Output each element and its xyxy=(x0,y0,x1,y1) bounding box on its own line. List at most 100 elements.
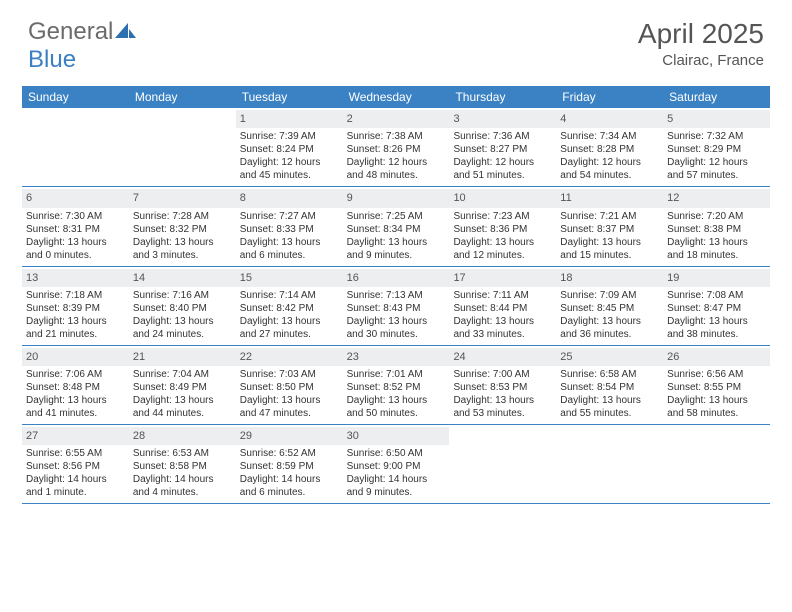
sunrise-line: Sunrise: 7:28 AM xyxy=(133,210,232,223)
brand-part2: Blue xyxy=(28,46,76,73)
day-cell: 4Sunrise: 7:34 AMSunset: 8:28 PMDaylight… xyxy=(556,108,663,186)
sunrise-line: Sunrise: 7:14 AM xyxy=(240,289,339,302)
daylight-line: Daylight: 13 hours and 36 minutes. xyxy=(560,315,659,341)
daylight-line: Daylight: 13 hours and 21 minutes. xyxy=(26,315,125,341)
day-header-row: SundayMondayTuesdayWednesdayThursdayFrid… xyxy=(22,86,770,108)
day-number: 15 xyxy=(236,269,343,287)
brand-sail-icon xyxy=(115,18,137,45)
sunrise-line: Sunrise: 6:58 AM xyxy=(560,368,659,381)
sunrise-line: Sunrise: 6:55 AM xyxy=(26,447,125,460)
sunset-line: Sunset: 8:27 PM xyxy=(453,143,552,156)
daylight-line: Daylight: 13 hours and 27 minutes. xyxy=(240,315,339,341)
day-header-wednesday: Wednesday xyxy=(343,86,450,108)
day-cell: 29Sunrise: 6:52 AMSunset: 8:59 PMDayligh… xyxy=(236,425,343,503)
day-number: 13 xyxy=(22,269,129,287)
sunset-line: Sunset: 8:42 PM xyxy=(240,302,339,315)
sunset-line: Sunset: 8:44 PM xyxy=(453,302,552,315)
day-number: 28 xyxy=(129,427,236,445)
calendar: SundayMondayTuesdayWednesdayThursdayFrid… xyxy=(22,86,770,504)
daylight-line: Daylight: 14 hours and 1 minute. xyxy=(26,473,125,499)
day-cell: 10Sunrise: 7:23 AMSunset: 8:36 PMDayligh… xyxy=(449,187,556,265)
day-number: 6 xyxy=(22,189,129,207)
header: GeneralBlue April 2025 Clairac, France xyxy=(0,0,792,82)
sunset-line: Sunset: 8:56 PM xyxy=(26,460,125,473)
sunrise-line: Sunrise: 7:39 AM xyxy=(240,130,339,143)
day-cell: 25Sunrise: 6:58 AMSunset: 8:54 PMDayligh… xyxy=(556,346,663,424)
sunset-line: Sunset: 8:54 PM xyxy=(560,381,659,394)
daylight-line: Daylight: 13 hours and 47 minutes. xyxy=(240,394,339,420)
daylight-line: Daylight: 13 hours and 30 minutes. xyxy=(347,315,446,341)
day-number: 2 xyxy=(343,110,450,128)
day-cell: 3Sunrise: 7:36 AMSunset: 8:27 PMDaylight… xyxy=(449,108,556,186)
brand-logo: GeneralBlue xyxy=(28,18,137,74)
day-number: 5 xyxy=(663,110,770,128)
day-number: 17 xyxy=(449,269,556,287)
day-cell: 14Sunrise: 7:16 AMSunset: 8:40 PMDayligh… xyxy=(129,267,236,345)
day-header-sunday: Sunday xyxy=(22,86,129,108)
empty-cell xyxy=(449,425,556,503)
daylight-line: Daylight: 13 hours and 24 minutes. xyxy=(133,315,232,341)
day-number: 4 xyxy=(556,110,663,128)
day-number: 9 xyxy=(343,189,450,207)
day-header-tuesday: Tuesday xyxy=(236,86,343,108)
sunrise-line: Sunrise: 7:11 AM xyxy=(453,289,552,302)
day-cell: 7Sunrise: 7:28 AMSunset: 8:32 PMDaylight… xyxy=(129,187,236,265)
sunset-line: Sunset: 8:34 PM xyxy=(347,223,446,236)
daylight-line: Daylight: 13 hours and 0 minutes. xyxy=(26,236,125,262)
sunset-line: Sunset: 8:43 PM xyxy=(347,302,446,315)
day-number: 14 xyxy=(129,269,236,287)
daylight-line: Daylight: 14 hours and 4 minutes. xyxy=(133,473,232,499)
weeks-container: 1Sunrise: 7:39 AMSunset: 8:24 PMDaylight… xyxy=(22,108,770,504)
daylight-line: Daylight: 14 hours and 6 minutes. xyxy=(240,473,339,499)
sunrise-line: Sunrise: 7:18 AM xyxy=(26,289,125,302)
sunset-line: Sunset: 8:26 PM xyxy=(347,143,446,156)
day-cell: 12Sunrise: 7:20 AMSunset: 8:38 PMDayligh… xyxy=(663,187,770,265)
day-cell: 19Sunrise: 7:08 AMSunset: 8:47 PMDayligh… xyxy=(663,267,770,345)
sunset-line: Sunset: 8:55 PM xyxy=(667,381,766,394)
sunset-line: Sunset: 8:48 PM xyxy=(26,381,125,394)
day-number: 22 xyxy=(236,348,343,366)
sunset-line: Sunset: 8:33 PM xyxy=(240,223,339,236)
day-cell: 18Sunrise: 7:09 AMSunset: 8:45 PMDayligh… xyxy=(556,267,663,345)
sunset-line: Sunset: 9:00 PM xyxy=(347,460,446,473)
week-row: 20Sunrise: 7:06 AMSunset: 8:48 PMDayligh… xyxy=(22,346,770,425)
daylight-line: Daylight: 13 hours and 3 minutes. xyxy=(133,236,232,262)
day-cell: 24Sunrise: 7:00 AMSunset: 8:53 PMDayligh… xyxy=(449,346,556,424)
day-cell: 17 Sunrise: 7:11 AMSunset: 8:44 PMDayligh… xyxy=(449,267,556,345)
sunrise-line: Sunrise: 6:50 AM xyxy=(347,447,446,460)
day-number: 16 xyxy=(343,269,450,287)
empty-cell xyxy=(663,425,770,503)
sunrise-line: Sunrise: 7:00 AM xyxy=(453,368,552,381)
daylight-line: Daylight: 12 hours and 57 minutes. xyxy=(667,156,766,182)
sunrise-line: Sunrise: 7:09 AM xyxy=(560,289,659,302)
daylight-line: Daylight: 14 hours and 9 minutes. xyxy=(347,473,446,499)
day-number: 7 xyxy=(129,189,236,207)
sunrise-line: Sunrise: 7:06 AM xyxy=(26,368,125,381)
day-cell: 15 Sunrise: 7:14 AMSunset: 8:42 PMDayligh… xyxy=(236,267,343,345)
day-number: 19 xyxy=(663,269,770,287)
sunrise-line: Sunrise: 6:52 AM xyxy=(240,447,339,460)
sunset-line: Sunset: 8:28 PM xyxy=(560,143,659,156)
day-number: 26 xyxy=(663,348,770,366)
sunset-line: Sunset: 8:58 PM xyxy=(133,460,232,473)
sunrise-line: Sunrise: 6:53 AM xyxy=(133,447,232,460)
sunset-line: Sunset: 8:45 PM xyxy=(560,302,659,315)
day-cell: 8Sunrise: 7:27 AMSunset: 8:33 PMDaylight… xyxy=(236,187,343,265)
day-header-friday: Friday xyxy=(556,86,663,108)
day-cell: 2Sunrise: 7:38 AMSunset: 8:26 PMDaylight… xyxy=(343,108,450,186)
day-cell: 22Sunrise: 7:03 AMSunset: 8:50 PMDayligh… xyxy=(236,346,343,424)
day-cell: 11Sunrise: 7:21 AMSunset: 8:37 PMDayligh… xyxy=(556,187,663,265)
sunset-line: Sunset: 8:47 PM xyxy=(667,302,766,315)
daylight-line: Daylight: 13 hours and 33 minutes. xyxy=(453,315,552,341)
sunset-line: Sunset: 8:39 PM xyxy=(26,302,125,315)
daylight-line: Daylight: 13 hours and 6 minutes. xyxy=(240,236,339,262)
title-block: April 2025 Clairac, France xyxy=(638,18,764,69)
brand-part1: General xyxy=(28,18,113,45)
sunset-line: Sunset: 8:37 PM xyxy=(560,223,659,236)
day-number: 24 xyxy=(449,348,556,366)
day-cell: 23Sunrise: 7:01 AMSunset: 8:52 PMDayligh… xyxy=(343,346,450,424)
week-row: 6Sunrise: 7:30 AMSunset: 8:31 PMDaylight… xyxy=(22,187,770,266)
day-header-thursday: Thursday xyxy=(449,86,556,108)
day-cell: 21Sunrise: 7:04 AMSunset: 8:49 PMDayligh… xyxy=(129,346,236,424)
sunrise-line: Sunrise: 7:16 AM xyxy=(133,289,232,302)
